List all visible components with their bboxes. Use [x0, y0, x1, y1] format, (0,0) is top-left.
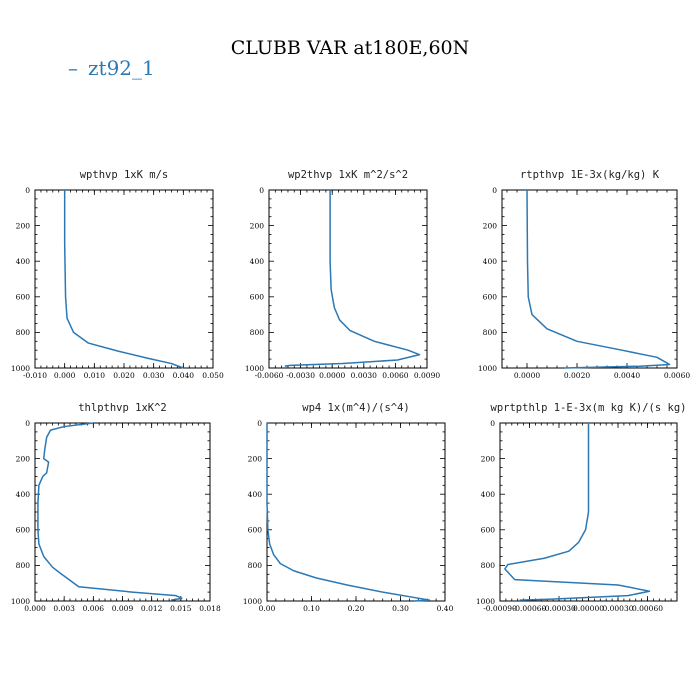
chart-panel-1: wpthvp 1xK m/s -0.010 0.000 0.010 0.020 0.030…	[11, 169, 224, 380]
y-tick-label: 800	[16, 561, 31, 570]
y-tick-label: 1000	[243, 597, 262, 606]
x-tick-label: 0.00000	[573, 604, 604, 613]
panel-title: thlpthvp 1xK^2	[78, 402, 167, 414]
x-tick-label: 0.0060	[382, 371, 408, 380]
x-tick-label: 0.012	[141, 604, 163, 613]
chart-panel-3: rtpthvp 1E-3x(kg/kg) K 0.0000 0.0020 0.0040…	[478, 169, 690, 380]
x-tick-label: 0.050	[202, 371, 224, 380]
y-tick-label: 800	[16, 328, 31, 337]
y-tick-label: 200	[16, 454, 31, 463]
x-tick-label: 0.0040	[614, 371, 640, 380]
y-tick-label: 0	[490, 419, 495, 428]
x-tick-label: 0.0020	[564, 371, 590, 380]
series-line-zt92_1	[37, 422, 183, 601]
series-line-zt92_1	[266, 423, 431, 602]
x-tick-label: 0.000	[24, 604, 46, 613]
x-tick-label: 0.018	[199, 604, 221, 613]
y-tick-label: 400	[481, 490, 496, 499]
panel-title: rtpthvp 1E-3x(kg/kg) K	[520, 169, 660, 181]
x-tick-label: 0.006	[83, 604, 105, 613]
x-tick-label: -0.0030	[286, 371, 315, 380]
series-line-zt92_1	[504, 423, 651, 601]
x-tick-label: 0.0060	[664, 371, 690, 380]
chart-panels: wpthvp 1xK m/s-0.010 0.000 0.010 0.020 0.030…	[11, 169, 690, 613]
x-tick-label: 0.020	[113, 371, 135, 380]
y-tick-label: 800	[483, 328, 498, 337]
y-tick-label: 400	[250, 257, 265, 266]
chart-panel-4: thlpthvp 1xK^2 0.000 0.003 0.006 0.009 0.012 0…	[11, 402, 221, 613]
x-tick-label: 0.040	[173, 371, 195, 380]
x-tick-label: 0.003	[53, 604, 75, 613]
legend-label: zt92_1	[88, 56, 155, 80]
x-tick-label: 0.010	[84, 371, 106, 380]
y-tick-label: 600	[248, 526, 263, 535]
y-tick-label: 200	[250, 221, 265, 230]
plot-frame	[266, 422, 446, 602]
y-tick-label: 600	[481, 526, 496, 535]
legend: – zt92_1	[68, 56, 155, 80]
x-tick-label: 0.00	[259, 604, 276, 613]
x-tick-label: 0.030	[143, 371, 165, 380]
x-tick-label: 0.0000	[514, 371, 540, 380]
y-tick-label: 1000	[245, 364, 264, 373]
y-tick-label: 600	[250, 293, 265, 302]
y-tick-label: 200	[481, 454, 496, 463]
x-tick-label: -0.00060	[513, 604, 547, 613]
x-tick-label: 0.00060	[632, 604, 663, 613]
series-line-zt92_1	[63, 190, 184, 369]
y-tick-label: 600	[16, 293, 31, 302]
y-tick-label: 1000	[11, 597, 30, 606]
x-tick-label: 0.009	[112, 604, 134, 613]
y-tick-label: 1000	[11, 364, 30, 373]
plot-frame	[34, 189, 214, 369]
series-line-zt92_1	[284, 190, 421, 367]
y-tick-label: 600	[16, 526, 31, 535]
x-tick-label: 0.00030	[602, 604, 633, 613]
x-tick-label: 0.015	[170, 604, 192, 613]
y-tick-label: 0	[25, 419, 30, 428]
y-tick-label: 400	[16, 257, 31, 266]
y-tick-label: 800	[481, 561, 496, 570]
x-tick-label: -0.010	[23, 371, 47, 380]
y-tick-label: 1000	[476, 597, 495, 606]
y-tick-label: 200	[16, 221, 31, 230]
y-tick-label: 0	[259, 186, 264, 195]
chart-panel-2: wp2thvp 1xK m^2/s^2 -0.0060 -0.0030 0.0000 0…	[245, 169, 440, 380]
panel-title: wp2thvp 1xK m^2/s^2	[288, 169, 408, 181]
x-tick-label: 0.40	[437, 604, 454, 613]
x-tick-label: 0.0030	[351, 371, 377, 380]
x-tick-label: 0.0000	[319, 371, 345, 380]
y-tick-label: 200	[483, 221, 498, 230]
plot-frame	[268, 189, 428, 369]
x-tick-label: 0.10	[303, 604, 320, 613]
y-tick-label: 1000	[478, 364, 497, 373]
x-tick-label: -0.0060	[255, 371, 284, 380]
chart-panel-5: wp4 1x(m^4)/(s^4) 0.00 0.10 0.20 0.30 0.40 0 20…	[243, 402, 454, 613]
y-tick-label: 800	[250, 328, 265, 337]
y-tick-label: 600	[483, 293, 498, 302]
y-tick-label: 0	[492, 186, 497, 195]
y-tick-label: 0	[25, 186, 30, 195]
panel-title: wpthvp 1xK m/s	[80, 169, 169, 181]
y-tick-label: 800	[248, 561, 263, 570]
figure-title: CLUBB VAR at180E,60N	[231, 37, 470, 59]
series-line-zt92_1	[526, 189, 671, 369]
y-tick-label: 400	[483, 257, 498, 266]
y-tick-label: 400	[16, 490, 31, 499]
x-tick-label: -0.00090	[483, 604, 517, 613]
panel-title: wprtpthlp 1-E-3x(m kg K)/(s kg)	[491, 402, 687, 414]
x-tick-label: 0.0090	[414, 371, 440, 380]
x-tick-label: -0.00030	[542, 604, 576, 613]
chart-panel-6: wprtpthlp 1-E-3x(m kg K)/(s kg)-0.00090-…	[476, 402, 687, 613]
x-tick-label: 0.000	[54, 371, 76, 380]
legend-dash: –	[68, 56, 78, 80]
y-tick-label: 200	[248, 454, 263, 463]
x-tick-label: 0.30	[392, 604, 409, 613]
y-tick-label: 0	[257, 419, 262, 428]
y-tick-label: 400	[248, 490, 263, 499]
x-tick-label: 0.20	[348, 604, 365, 613]
panel-title: wp4 1x(m^4)/(s^4)	[302, 402, 409, 414]
